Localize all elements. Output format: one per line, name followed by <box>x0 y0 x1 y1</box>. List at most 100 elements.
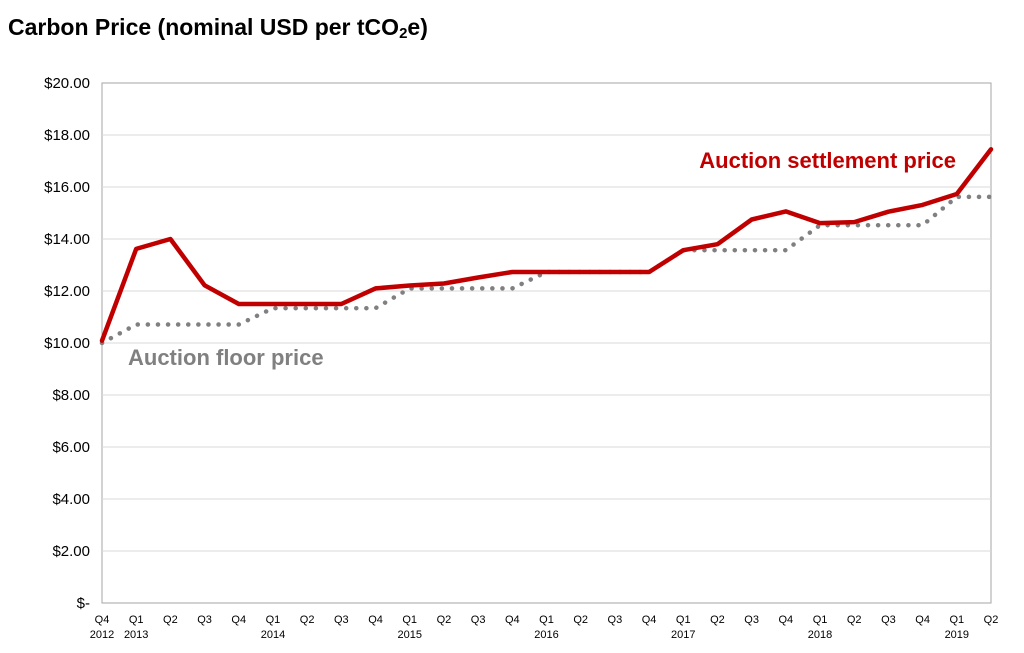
y-tick-label: $10.00 <box>44 335 90 352</box>
auction-floor-price-point <box>442 286 446 290</box>
x-tick-label-year: 2018 <box>808 629 832 641</box>
auction-floor-price-point <box>749 248 753 252</box>
x-tick-label-quarter: Q1 <box>813 614 828 626</box>
x-tick-label-year: 2016 <box>534 629 558 641</box>
x-tick-label-year: 2012 <box>90 629 114 641</box>
x-tick-label-quarter: Q4 <box>915 614 930 626</box>
auction-settlement-price-point <box>271 302 275 306</box>
auction-floor-price-point <box>202 322 206 326</box>
y-tick-label: $2.00 <box>52 543 90 560</box>
x-tick-label-quarter: Q4 <box>368 614 383 626</box>
auction-settlement-price-point <box>578 270 582 274</box>
auction-settlement-price-line <box>99 147 994 343</box>
x-tick-label-year: 2019 <box>945 629 969 641</box>
auction-settlement-price-point <box>647 270 651 274</box>
x-tick-label-quarter: Q3 <box>471 614 486 626</box>
auction-settlement-price-point <box>920 203 924 207</box>
x-tick-label-quarter: Q3 <box>334 614 349 626</box>
y-tick-label: $6.00 <box>52 439 90 456</box>
series-annotations: Auction settlement price Auction floor pr… <box>128 148 956 370</box>
x-tick-label-year: 2015 <box>397 629 421 641</box>
auction-floor-price-point <box>886 223 890 227</box>
auction-settlement-price-point <box>715 242 719 246</box>
y-tick-label: $18.00 <box>44 127 90 144</box>
y-tick-label: $4.00 <box>52 491 90 508</box>
auction-floor-price-point <box>168 322 172 326</box>
y-tick-label: $16.00 <box>44 179 90 196</box>
auction-floor-price-point <box>476 286 480 290</box>
auction-settlement-price-point <box>408 283 412 287</box>
x-tick-label-quarter: Q3 <box>197 614 212 626</box>
auction-settlement-price-point <box>476 275 480 279</box>
auction-floor-price-point <box>305 306 309 310</box>
auction-settlement-price-point <box>886 210 890 214</box>
x-tick-label-quarter: Q2 <box>984 614 999 626</box>
chart-title: Carbon Price (nominal USD per tCO2e) <box>8 14 428 42</box>
x-tick-label-quarter: Q2 <box>710 614 725 626</box>
auction-settlement-price-point <box>305 302 309 306</box>
x-tick-label-quarter: Q1 <box>676 614 691 626</box>
x-tick-label-quarter: Q4 <box>779 614 794 626</box>
y-tick-label: $- <box>77 595 90 612</box>
auction-floor-price-point <box>920 223 924 227</box>
series-lines <box>99 147 994 346</box>
auction-settlement-price-point <box>784 209 788 213</box>
x-axis: Q4 2012 Q1 2013 Q2 Q3 Q4 Q1 2014 Q2 Q3 Q4 Q1 2015 Q2 Q3… <box>90 614 999 641</box>
x-tick-label-quarter: Q4 <box>231 614 246 626</box>
auction-settlement-price-point <box>749 217 753 221</box>
auction-settlement-price-point <box>202 283 206 287</box>
x-tick-label-quarter: Q1 <box>539 614 554 626</box>
x-tick-label-quarter: Q3 <box>881 614 896 626</box>
y-tick-label: $20.00 <box>44 75 90 92</box>
auction-settlement-price-point <box>100 338 104 342</box>
auction-floor-price-point <box>134 322 138 326</box>
x-tick-label-year: 2013 <box>124 629 148 641</box>
x-tick-label-quarter: Q1 <box>266 614 281 626</box>
x-tick-label-quarter: Q1 <box>402 614 417 626</box>
auction-floor-price-point <box>510 286 514 290</box>
auction-settlement-price-point <box>339 302 343 306</box>
auction-settlement-price-point <box>510 270 514 274</box>
auction-settlement-price-point <box>818 221 822 225</box>
auction-settlement-price-point <box>373 286 377 290</box>
auction-floor-price-point <box>784 248 788 252</box>
x-tick-label-year: 2014 <box>261 629 285 641</box>
x-tick-label-quarter: Q3 <box>608 614 623 626</box>
y-tick-label: $8.00 <box>52 387 90 404</box>
auction-settlement-price-point <box>168 237 172 241</box>
auction-settlement-price-point <box>237 302 241 306</box>
auction-settlement-price-point <box>613 270 617 274</box>
auction-floor-price-point <box>989 195 993 199</box>
auction-settlement-price-point <box>681 248 685 252</box>
x-tick-label-quarter: Q4 <box>505 614 520 626</box>
auction-floor-price-point <box>237 322 241 326</box>
auction-settlement-price-point <box>989 147 993 151</box>
auction-settlement-price-point <box>442 281 446 285</box>
auction-floor-price-label: Auction floor price <box>128 345 324 370</box>
x-tick-label-quarter: Q3 <box>744 614 759 626</box>
x-tick-label-quarter: Q2 <box>847 614 862 626</box>
x-tick-label-quarter: Q4 <box>95 614 110 626</box>
x-tick-label-quarter: Q2 <box>300 614 315 626</box>
x-tick-label-quarter: Q2 <box>437 614 452 626</box>
x-tick-label-quarter: Q1 <box>129 614 144 626</box>
auction-settlement-price-point <box>544 270 548 274</box>
auction-settlement-price-label: Auction settlement price <box>699 148 956 173</box>
auction-settlement-price-point <box>852 220 856 224</box>
auction-floor-price-point <box>373 306 377 310</box>
x-tick-label-quarter: Q2 <box>573 614 588 626</box>
x-tick-label-quarter: Q4 <box>642 614 657 626</box>
auction-settlement-price-point <box>134 247 138 251</box>
auction-floor-price-point <box>339 306 343 310</box>
y-tick-label: $14.00 <box>44 231 90 248</box>
y-tick-label: $12.00 <box>44 283 90 300</box>
x-tick-label-year: 2017 <box>671 629 695 641</box>
data-points <box>100 147 993 345</box>
x-tick-label-quarter: Q2 <box>163 614 178 626</box>
auction-settlement-price-point <box>955 192 959 196</box>
x-tick-label-quarter: Q1 <box>949 614 964 626</box>
auction-floor-price-point <box>715 248 719 252</box>
auction-floor-price-point <box>271 306 275 310</box>
y-axis: $- $2.00 $4.00 $6.00 $8.00 $10.00 $12.00 $14.00… <box>44 75 90 612</box>
